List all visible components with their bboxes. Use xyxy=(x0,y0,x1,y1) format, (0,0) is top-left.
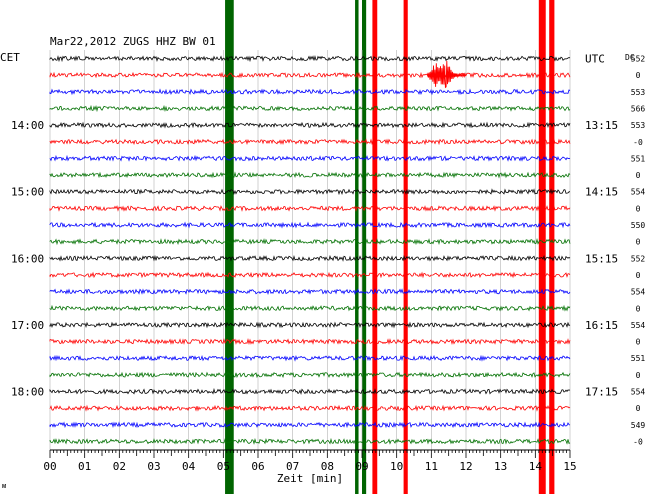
x-tick-label: 11 xyxy=(425,460,438,473)
dc-offset-label: 0 xyxy=(636,204,641,213)
utc-hour-label: UTC xyxy=(585,53,605,66)
dc-offset-label: 549 xyxy=(631,421,646,430)
x-tick-label: 05 xyxy=(217,460,230,473)
seismic-trace xyxy=(49,338,571,346)
seismic-trace xyxy=(49,88,571,96)
utc-hour-label: 13:15 xyxy=(585,119,618,132)
dc-offset-label: 554 xyxy=(631,188,646,197)
seismic-trace xyxy=(49,71,571,79)
dc-offset-label: 552 xyxy=(631,254,646,263)
seismic-trace xyxy=(49,54,571,63)
x-tick-label: 14 xyxy=(529,460,543,473)
dc-offset-label: 0 xyxy=(636,271,641,280)
earthquake-event xyxy=(427,60,467,89)
seismic-trace xyxy=(49,321,571,329)
footer-mark: ᴍ xyxy=(2,482,6,490)
minute-grid xyxy=(49,50,571,450)
dc-offset-label: 551 xyxy=(631,154,646,163)
saturation-bands xyxy=(225,0,555,494)
x-tick-label: 10 xyxy=(390,460,403,473)
dc-offset-label: 551 xyxy=(631,354,646,363)
saturation-band xyxy=(538,0,546,494)
seismic-trace xyxy=(49,437,571,445)
seismic-trace xyxy=(49,121,571,129)
seismic-trace xyxy=(49,404,571,412)
seismic-trace xyxy=(49,254,571,262)
dc-offset-label: 0 xyxy=(636,171,641,180)
saturation-band xyxy=(403,0,408,494)
x-tick-label: 15 xyxy=(563,460,576,473)
x-tick-label: 07 xyxy=(286,460,299,473)
utc-hour-label: 16:15 xyxy=(585,319,618,332)
seismic-trace xyxy=(49,188,571,196)
chart-title: Mar22,2012 ZUGS HHZ BW 01 xyxy=(50,35,216,48)
dc-offset-label: 552 xyxy=(631,55,646,64)
x-tick-label: 12 xyxy=(459,460,472,473)
seismic-trace xyxy=(49,304,571,312)
dc-offset-label: 550 xyxy=(631,221,646,230)
dc-offset-label: 0 xyxy=(636,338,641,347)
utc-hour-label: 14:15 xyxy=(585,186,618,199)
cet-hour-label: 15:00 xyxy=(11,186,44,199)
dc-offset-label: 554 xyxy=(631,388,646,397)
x-tick-label: 13 xyxy=(494,460,507,473)
x-tick-label: 04 xyxy=(182,460,196,473)
saturation-band xyxy=(355,0,359,494)
x-axis-title: Zeit [min] xyxy=(277,472,343,485)
x-tick-label: 03 xyxy=(147,460,160,473)
x-tick-label: 06 xyxy=(251,460,264,473)
seismic-trace xyxy=(49,104,571,113)
x-tick-label: 09 xyxy=(355,460,368,473)
utc-hour-label: 17:15 xyxy=(585,386,618,399)
seismic-trace xyxy=(49,421,571,429)
dc-offset-label: 0 xyxy=(636,304,641,313)
cet-hour-label: 16:00 xyxy=(11,252,44,265)
seismic-trace xyxy=(49,238,571,246)
saturation-band xyxy=(225,0,234,494)
dc-offset-label: 0 xyxy=(636,404,641,413)
dc-offset-label: 566 xyxy=(631,104,646,113)
left-axis-label: CET xyxy=(0,51,20,64)
dc-label: DC xyxy=(625,53,635,62)
seismic-trace xyxy=(49,371,571,379)
seismic-traces xyxy=(49,54,571,445)
seismic-trace xyxy=(49,204,571,212)
seismic-trace xyxy=(49,354,571,362)
seismic-trace xyxy=(49,171,571,179)
x-tick-label: 02 xyxy=(113,460,126,473)
seismic-trace xyxy=(49,288,571,296)
x-tick-label: 08 xyxy=(321,460,334,473)
saturation-band xyxy=(549,0,555,494)
dc-offset-label: 0 xyxy=(636,238,641,247)
dc-offset-label: -0 xyxy=(633,138,643,147)
x-tick-label: 00 xyxy=(43,460,56,473)
seismic-trace xyxy=(49,138,571,146)
seismic-trace xyxy=(49,154,571,162)
dc-offset-label: 553 xyxy=(631,88,646,97)
utc-hour-label: 15:15 xyxy=(585,252,618,265)
dc-offset-label: 0 xyxy=(636,71,641,80)
saturation-band xyxy=(362,0,367,494)
cet-hour-label: 17:00 xyxy=(11,319,44,332)
x-axis: 00 01 02 03 04 05 06 07 08 09 10 11 12 13 14 15 xyxy=(43,449,577,473)
dc-offset-label: 0 xyxy=(636,371,641,380)
cet-hour-label: 14:00 xyxy=(11,119,44,132)
x-tick-label: 01 xyxy=(78,460,91,473)
dc-offset-label: 553 xyxy=(631,121,646,130)
seismic-trace xyxy=(49,387,571,395)
dc-offset-label: 554 xyxy=(631,321,646,330)
event-waveform xyxy=(427,60,467,89)
dc-offset-label: 554 xyxy=(631,288,646,297)
seismic-trace xyxy=(49,221,571,229)
trace-labels: 14:00 15:00 16:00 17:00 18:00 UTC 13:15 14:15 15… xyxy=(11,53,645,447)
seismic-trace xyxy=(49,271,571,279)
cet-hour-label: 18:00 xyxy=(11,386,44,399)
saturation-band xyxy=(372,0,378,494)
dc-offset-label: -0 xyxy=(633,437,643,446)
